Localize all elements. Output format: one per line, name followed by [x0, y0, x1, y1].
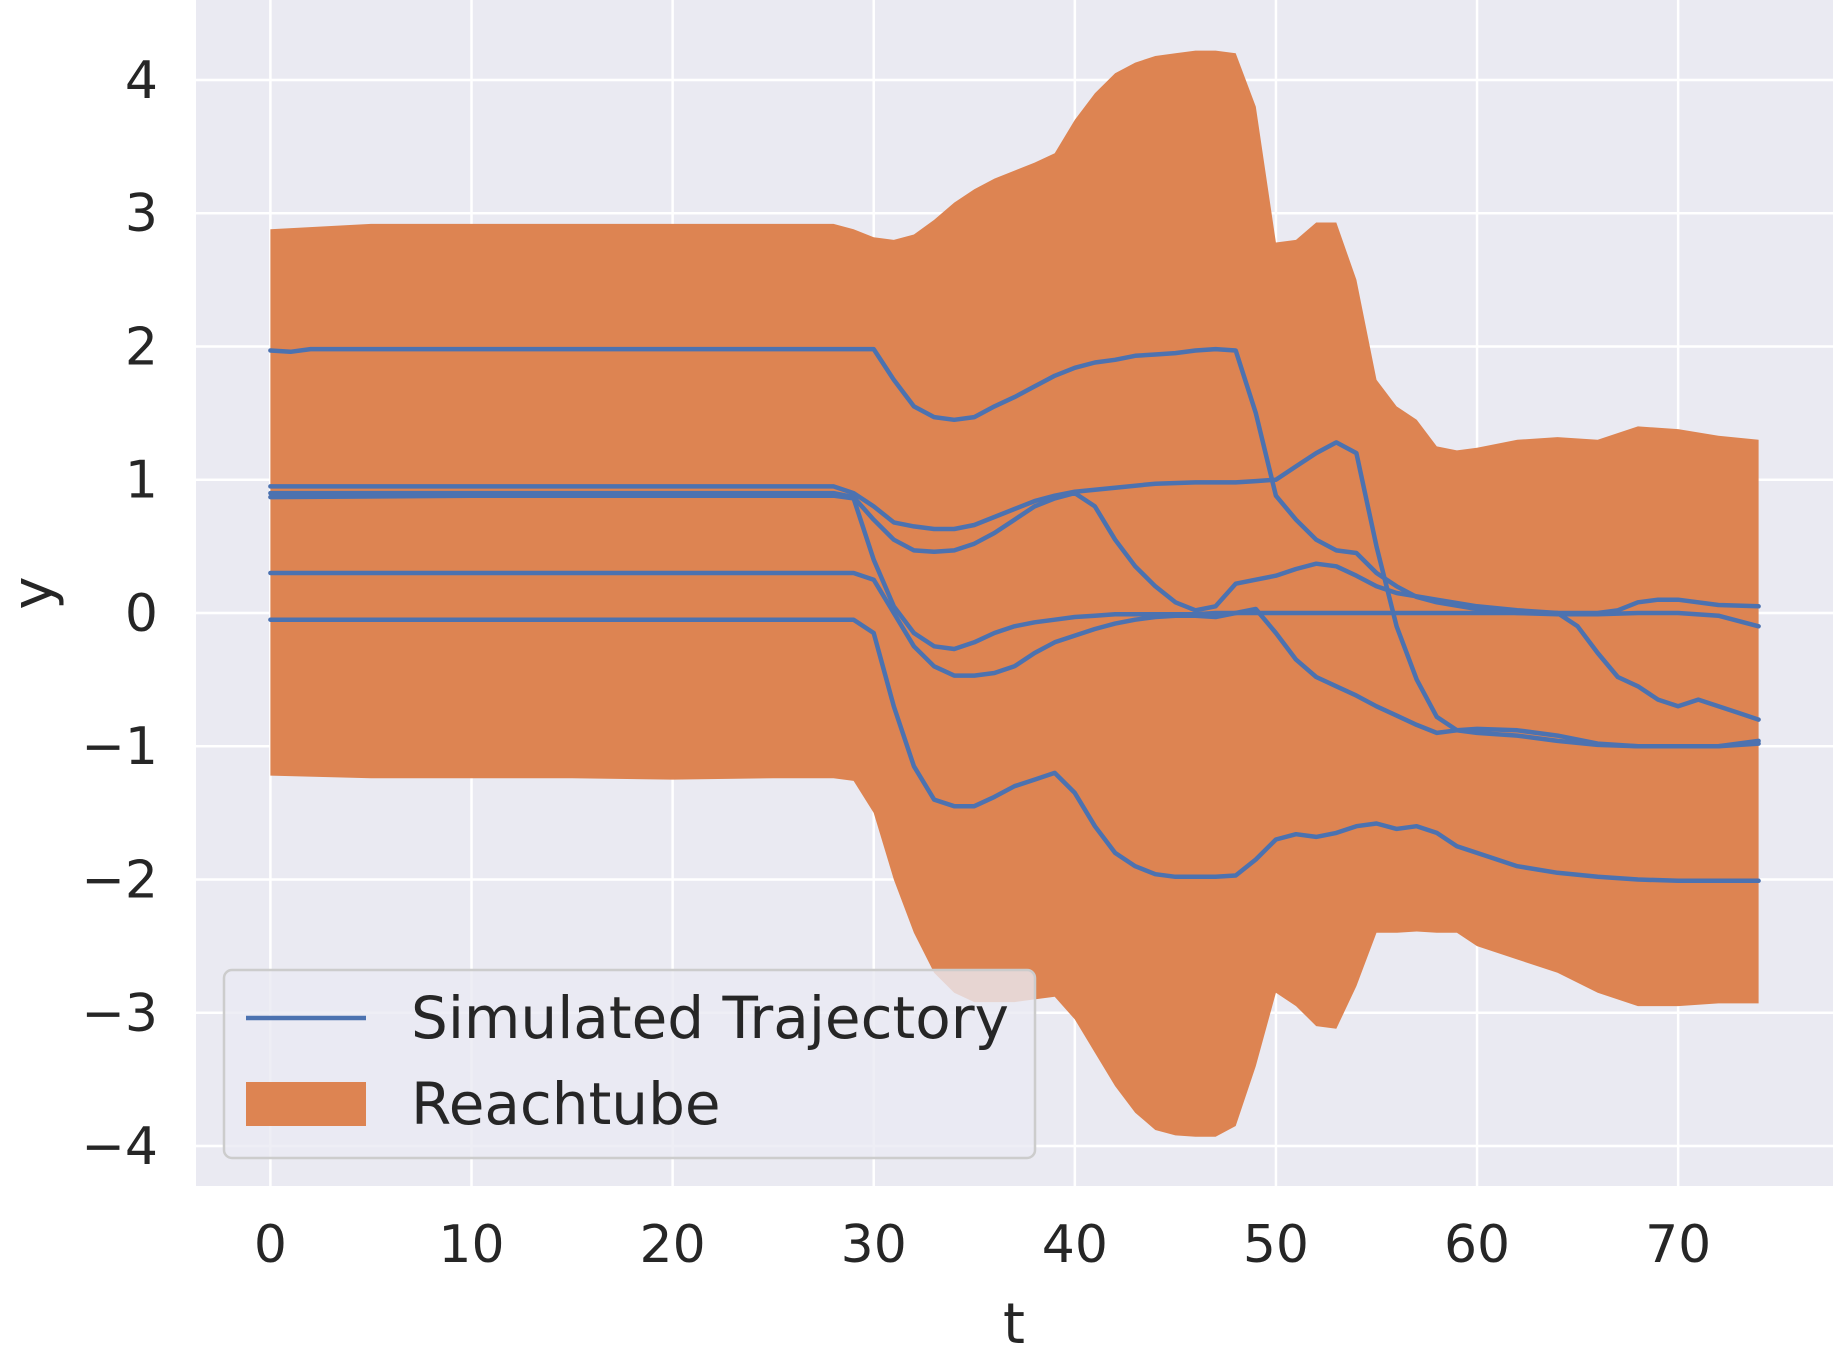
y-tick-label: 3 — [125, 184, 158, 244]
trajectory-line-5 — [268, 570, 1761, 749]
x-tick-label: 0 — [254, 1215, 287, 1275]
trajectory-lines — [268, 346, 1761, 884]
x-tick-label: 30 — [841, 1215, 907, 1275]
y-tick-label: 0 — [125, 584, 158, 644]
y-tick-label: −2 — [81, 851, 158, 911]
y-axis-label: y — [1, 576, 66, 609]
trajectory-line-6 — [268, 617, 1761, 884]
trajectory-line-1 — [268, 346, 1761, 629]
y-tick-label: 1 — [125, 451, 158, 511]
legend-box — [222, 968, 1037, 1160]
legend: Simulated Trajectory Reachtube — [222, 968, 1037, 1160]
reachtube-polygon — [270, 50, 1759, 1137]
legend-patch-swatch — [246, 1082, 366, 1126]
x-tick-label: 40 — [1042, 1215, 1108, 1275]
trajectory-line-3 — [268, 490, 1761, 722]
legend-label-trajectory: Simulated Trajectory — [411, 984, 1009, 1052]
x-tick-label: 20 — [640, 1215, 706, 1275]
y-tick-label: 2 — [125, 317, 158, 377]
x-tick-label: 70 — [1645, 1215, 1711, 1275]
x-tick-label: 50 — [1243, 1215, 1309, 1275]
y-tick-label: −1 — [81, 717, 158, 777]
y-tick-labels: −4 −3 −2 −1 0 1 2 3 4 — [81, 51, 158, 1177]
y-tick-label: −4 — [81, 1117, 158, 1177]
x-tick-labels: 0 10 20 30 40 50 60 70 — [254, 1215, 1711, 1275]
x-axis-label: t — [1003, 1292, 1025, 1353]
trajectory-line-4 — [268, 493, 1761, 652]
x-tick-label: 10 — [438, 1215, 504, 1275]
legend-label-reachtube: Reachtube — [411, 1070, 721, 1138]
trajectory-line-2 — [268, 440, 1761, 749]
y-tick-label: 4 — [125, 51, 158, 111]
y-tick-label: −3 — [81, 984, 158, 1044]
x-tick-label: 60 — [1444, 1215, 1510, 1275]
reachtube-area — [270, 50, 1759, 1137]
